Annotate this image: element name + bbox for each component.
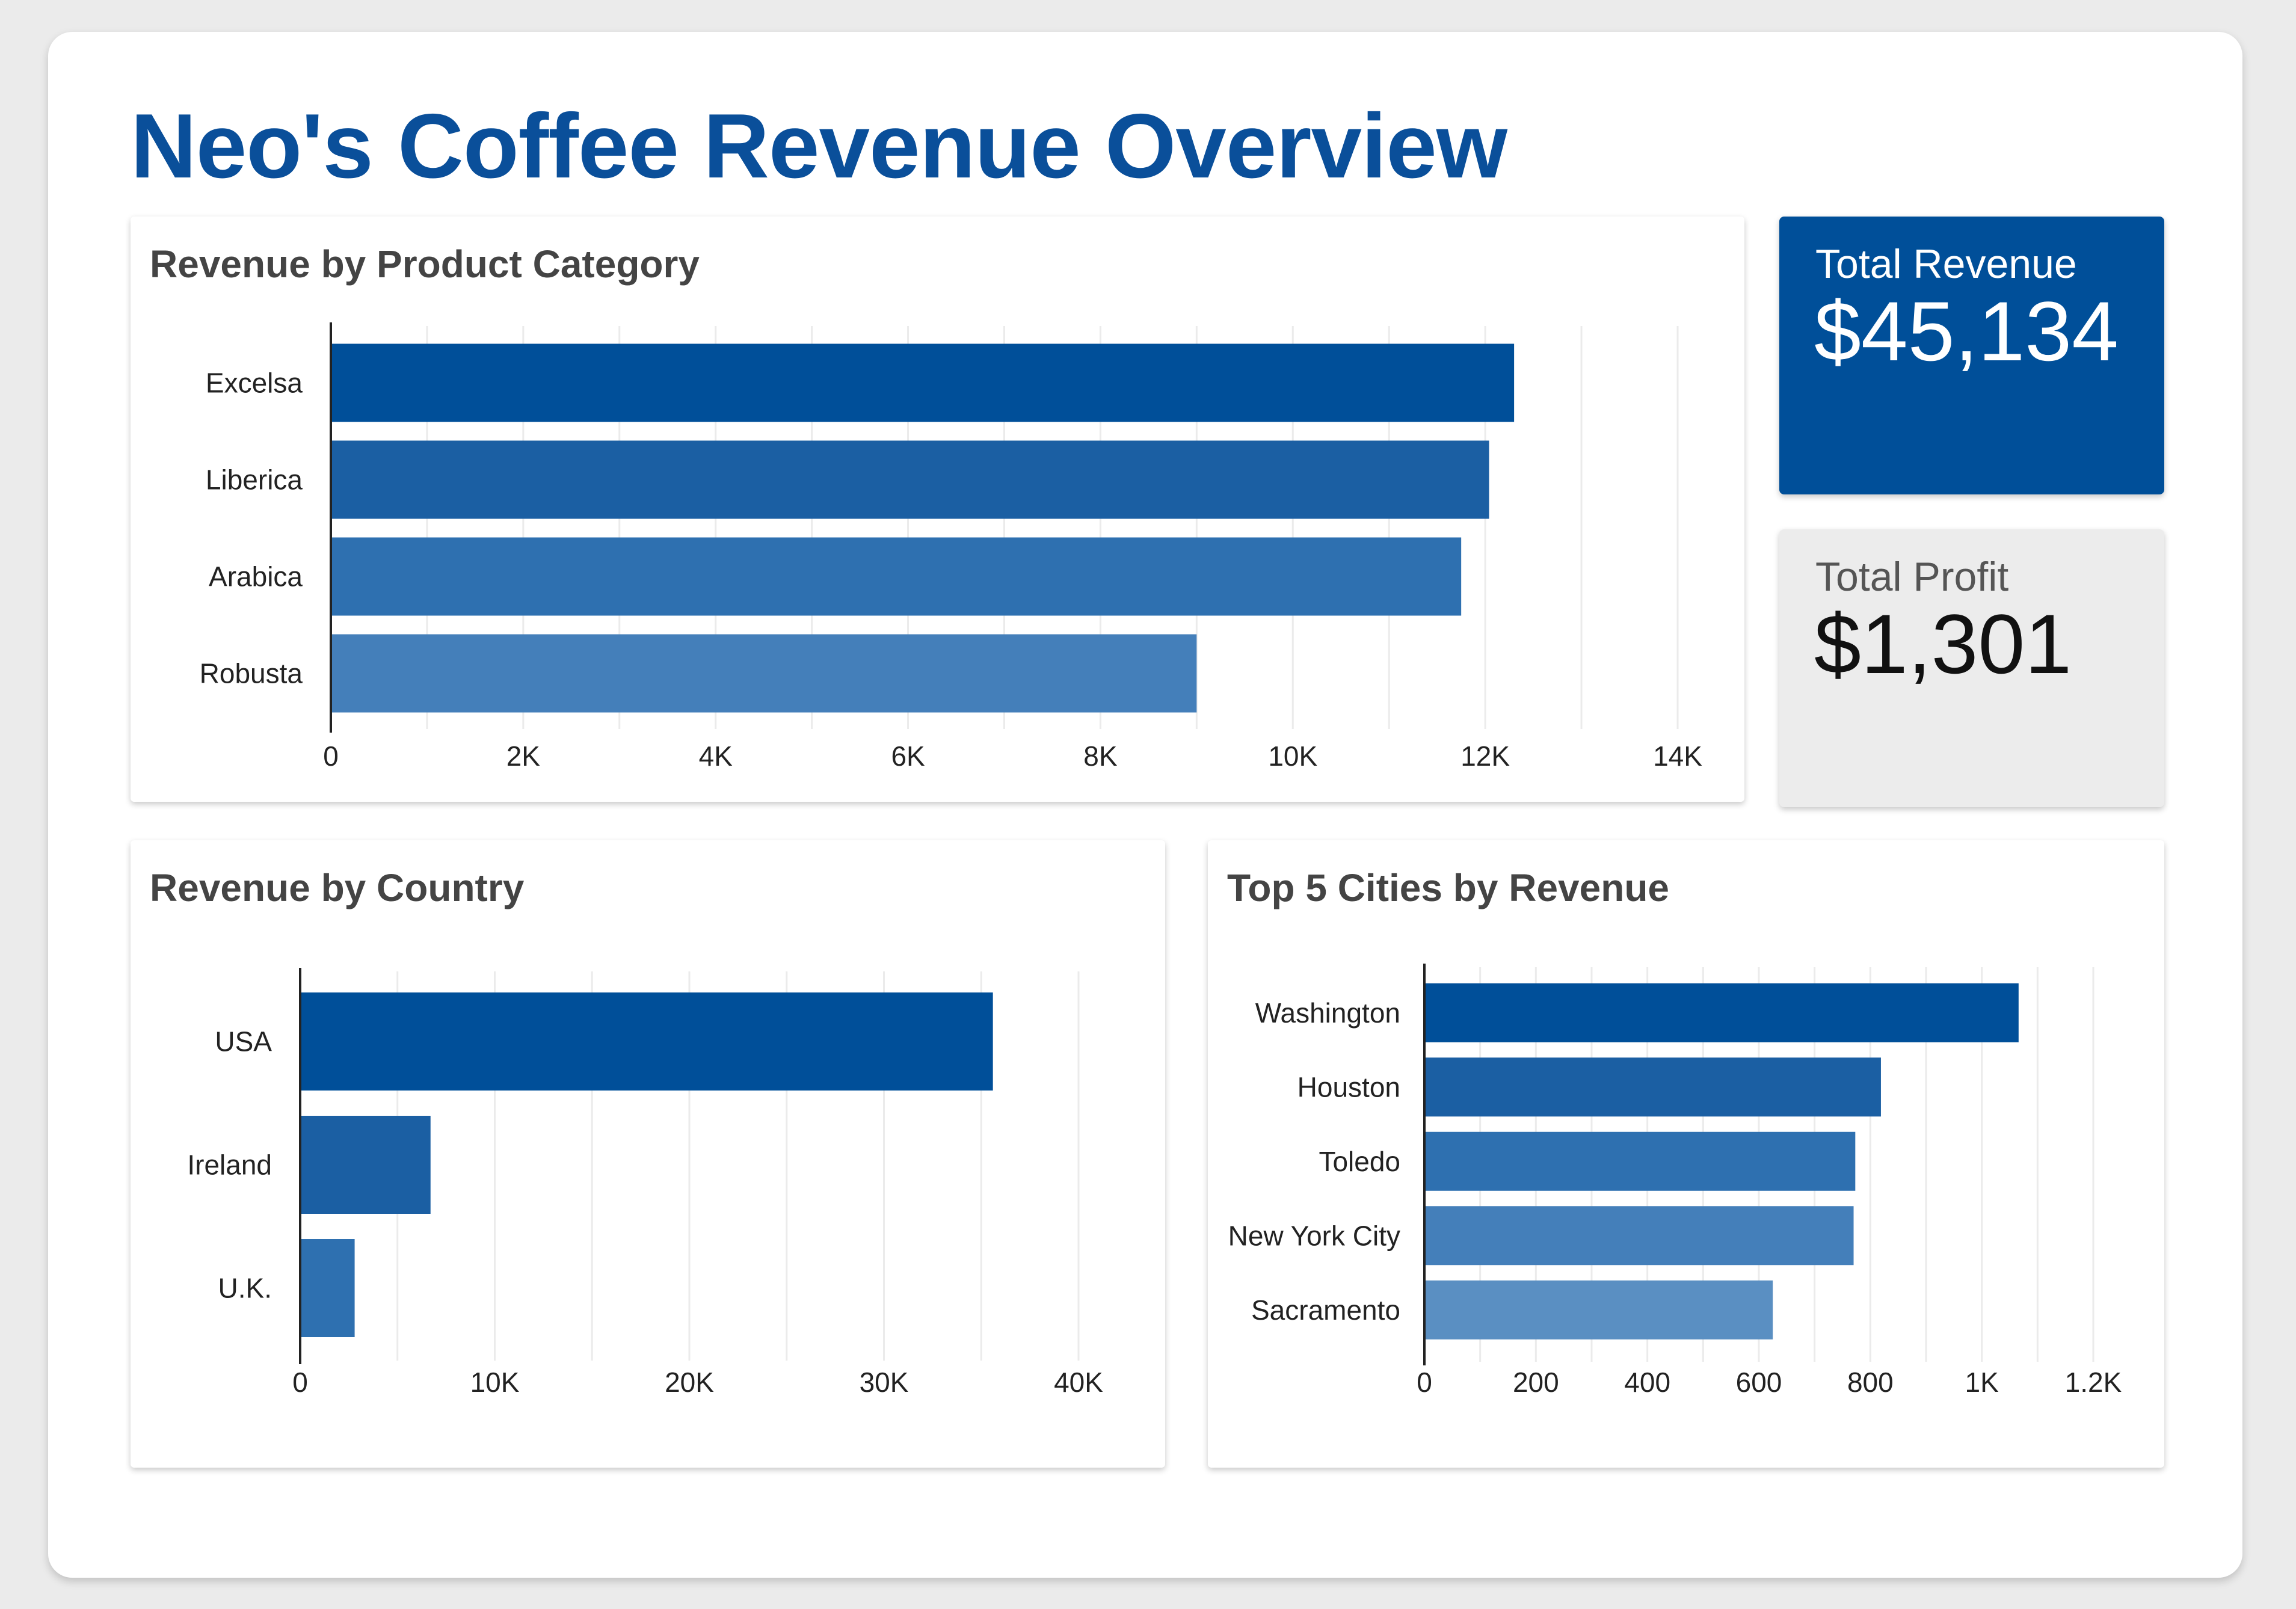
category-label: Excelsa: [206, 368, 303, 399]
tick-label: 0: [1417, 1367, 1432, 1398]
tick-label: 1K: [1965, 1367, 1999, 1398]
tick-label: 8K: [1083, 740, 1118, 772]
country-chart: USA Ireland U.K. 0 10K 20K 30K 40K: [187, 968, 1103, 1398]
country-chart-title: Revenue by Country: [150, 866, 525, 909]
tick-label: 12K: [1460, 740, 1510, 772]
bar-u-k-: [300, 1239, 355, 1337]
tick-label: 0: [323, 740, 339, 772]
total-revenue-value: $45,134: [1814, 284, 2119, 378]
total-profit-value: $1,301: [1814, 597, 2072, 691]
tick-label: 0: [292, 1367, 308, 1398]
total-profit-label: Total Profit: [1815, 554, 2009, 600]
tick-label: 1.2K: [2065, 1367, 2122, 1398]
bar-new-york-city: [1424, 1206, 1854, 1266]
tick-label: 400: [1624, 1367, 1670, 1398]
bar-arabica: [331, 537, 1462, 616]
bar-excelsa: [331, 343, 1515, 422]
category-label: Arabica: [209, 561, 303, 592]
category-label: Toledo: [1319, 1146, 1400, 1177]
country-chart-card: Revenue by Country USA Ireland U.K. 0 10K 20K…: [131, 840, 1165, 1468]
total-revenue-card: Total Revenue $45,134: [1779, 217, 2164, 494]
cities-chart-title: Top 5 Cities by Revenue: [1227, 866, 1669, 909]
bar-usa: [300, 992, 993, 1091]
bar-washington: [1424, 983, 2019, 1042]
tick-label: 200: [1513, 1367, 1559, 1398]
tick-label: 10K: [1268, 740, 1317, 772]
bar-ireland: [300, 1116, 431, 1214]
bar-toledo: [1424, 1131, 1856, 1191]
total-revenue-label: Total Revenue: [1815, 241, 2077, 287]
bar-sacramento: [1424, 1280, 1773, 1340]
bar-houston: [1424, 1057, 1881, 1117]
tick-label: 10K: [470, 1367, 520, 1398]
tick-label: 6K: [891, 740, 925, 772]
category-label: Washington: [1255, 997, 1400, 1029]
bar-robusta: [331, 634, 1197, 713]
category-label: Sacramento: [1251, 1294, 1400, 1326]
category-label: USA: [215, 1026, 272, 1057]
tick-label: 40K: [1054, 1367, 1103, 1398]
tick-label: 30K: [860, 1367, 909, 1398]
cities-chart-card: Top 5 Cities by Revenue Washington Housto…: [1208, 840, 2164, 1468]
total-profit-card: Total Profit $1,301: [1779, 529, 2164, 807]
category-label: New York City: [1228, 1220, 1400, 1251]
tick-label: 20K: [665, 1367, 714, 1398]
tick-label: 800: [1847, 1367, 1894, 1398]
category-label: Robusta: [200, 658, 303, 689]
category-chart-card: Revenue by Product Category Excelsa Liber…: [131, 217, 1744, 802]
tick-label: 2K: [506, 740, 541, 772]
category-label: U.K.: [218, 1273, 272, 1304]
tick-label: 4K: [699, 740, 733, 772]
tick-label: 600: [1736, 1367, 1782, 1398]
cities-chart: Washington Houston Toledo New York City Sacr…: [1228, 964, 2122, 1398]
tick-label: 14K: [1653, 740, 1702, 772]
category-label: Houston: [1297, 1071, 1400, 1103]
category-chart-title: Revenue by Product Category: [150, 242, 700, 286]
category-label: Ireland: [187, 1149, 272, 1181]
bar-liberica: [331, 440, 1489, 519]
page-title: Neo's Coffee Revenue Overview: [131, 95, 1507, 197]
category-label: Liberica: [206, 464, 303, 496]
category-chart: Excelsa Liberica Arabica Robusta 0 2K 4K 6K 8K 10…: [200, 322, 1702, 772]
